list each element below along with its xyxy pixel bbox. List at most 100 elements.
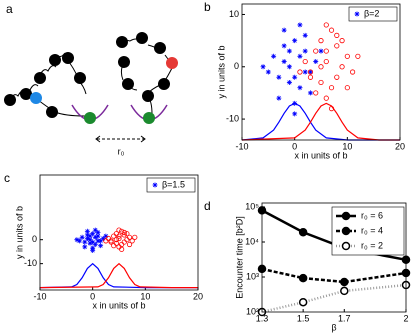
point [297, 69, 303, 75]
point [298, 273, 308, 283]
point [116, 233, 122, 239]
point [286, 79, 292, 85]
point [302, 32, 308, 38]
x-axis-label: x in units of b [294, 150, 347, 160]
x-tick-label: 0 [292, 141, 297, 151]
y-tick-label: 10 [229, 9, 239, 19]
point [355, 53, 361, 59]
density-curve [39, 262, 198, 289]
point [121, 232, 127, 238]
point [297, 53, 303, 59]
point [302, 48, 308, 54]
density-curve [241, 102, 400, 141]
point [119, 228, 125, 234]
monomer [20, 88, 32, 100]
point [84, 232, 90, 238]
monomer-green [84, 112, 96, 124]
point [307, 69, 314, 75]
point [318, 48, 324, 54]
monomer-green [143, 112, 155, 124]
x-tick-label: 0 [90, 291, 95, 301]
point [281, 27, 287, 33]
y-axis-label: y in units of b [216, 45, 226, 98]
point [276, 74, 282, 80]
point [87, 240, 93, 246]
point [87, 233, 93, 239]
point [260, 64, 266, 70]
point [116, 227, 122, 233]
density-curve [39, 262, 198, 289]
point [82, 239, 88, 245]
x-tick-label: 20 [395, 141, 405, 151]
point [281, 43, 287, 49]
monomer [34, 72, 46, 84]
x-axis-label: x in units of b [92, 300, 145, 310]
panel-label: c [4, 171, 10, 185]
monomer [116, 36, 128, 48]
monomer [122, 78, 134, 90]
plot-frame [261, 202, 407, 313]
monomer [154, 42, 166, 54]
legend-marker [354, 11, 360, 17]
monomer [118, 56, 130, 68]
chart: 1.3 1.5 1.7 2 10² 10³ 10⁴ 10⁵ β Encounter time [b… [234, 201, 411, 332]
point [334, 74, 340, 80]
legend-box [146, 177, 196, 193]
point [74, 237, 80, 243]
point [334, 32, 340, 38]
panel-label: a [6, 2, 13, 16]
y-tick-label: 0 [32, 234, 37, 244]
x-tick-label: -10 [235, 141, 248, 151]
point [344, 85, 350, 91]
point [318, 79, 324, 86]
point [298, 227, 308, 237]
series-line [261, 283, 407, 314]
y-tick-label: 10⁵ [245, 201, 259, 211]
x-tick-label: 1.3 [256, 313, 269, 323]
point [307, 74, 314, 80]
plot-frame [39, 174, 199, 291]
point [90, 247, 96, 253]
point [92, 234, 98, 240]
legend-label: β=1.5 [162, 179, 185, 189]
point [286, 64, 292, 70]
point [124, 237, 130, 243]
y-tick-label: -10 [24, 258, 37, 268]
legend-marker [341, 211, 351, 221]
point [292, 74, 298, 80]
point [126, 234, 133, 240]
y-tick-label: 0 [234, 61, 239, 71]
point [302, 69, 308, 75]
point [328, 27, 335, 33]
point [276, 95, 282, 101]
y-tick-label: -10 [226, 113, 239, 123]
point [121, 229, 127, 236]
point [100, 235, 106, 241]
x-tick-label: 2 [403, 313, 408, 323]
point [297, 22, 303, 28]
monomer [46, 106, 58, 118]
point [95, 233, 101, 239]
point [129, 238, 135, 244]
point [344, 53, 350, 59]
point [340, 277, 349, 287]
point [84, 235, 90, 241]
legend-marker [341, 226, 351, 236]
point [79, 234, 85, 240]
x-tick-label: 10 [140, 291, 150, 301]
point [271, 53, 277, 59]
point [281, 59, 287, 65]
point [334, 43, 340, 49]
monomer [74, 72, 86, 84]
point [126, 241, 133, 248]
point [349, 69, 356, 75]
legend-label: β=2 [364, 8, 379, 18]
point [90, 231, 96, 237]
legend-label: r₀ = 6 [361, 210, 383, 220]
point [323, 58, 329, 65]
point [132, 234, 138, 240]
x-tick-label: 1.5 [297, 313, 310, 323]
x-tick-label: 10 [342, 141, 352, 151]
point [339, 64, 345, 70]
